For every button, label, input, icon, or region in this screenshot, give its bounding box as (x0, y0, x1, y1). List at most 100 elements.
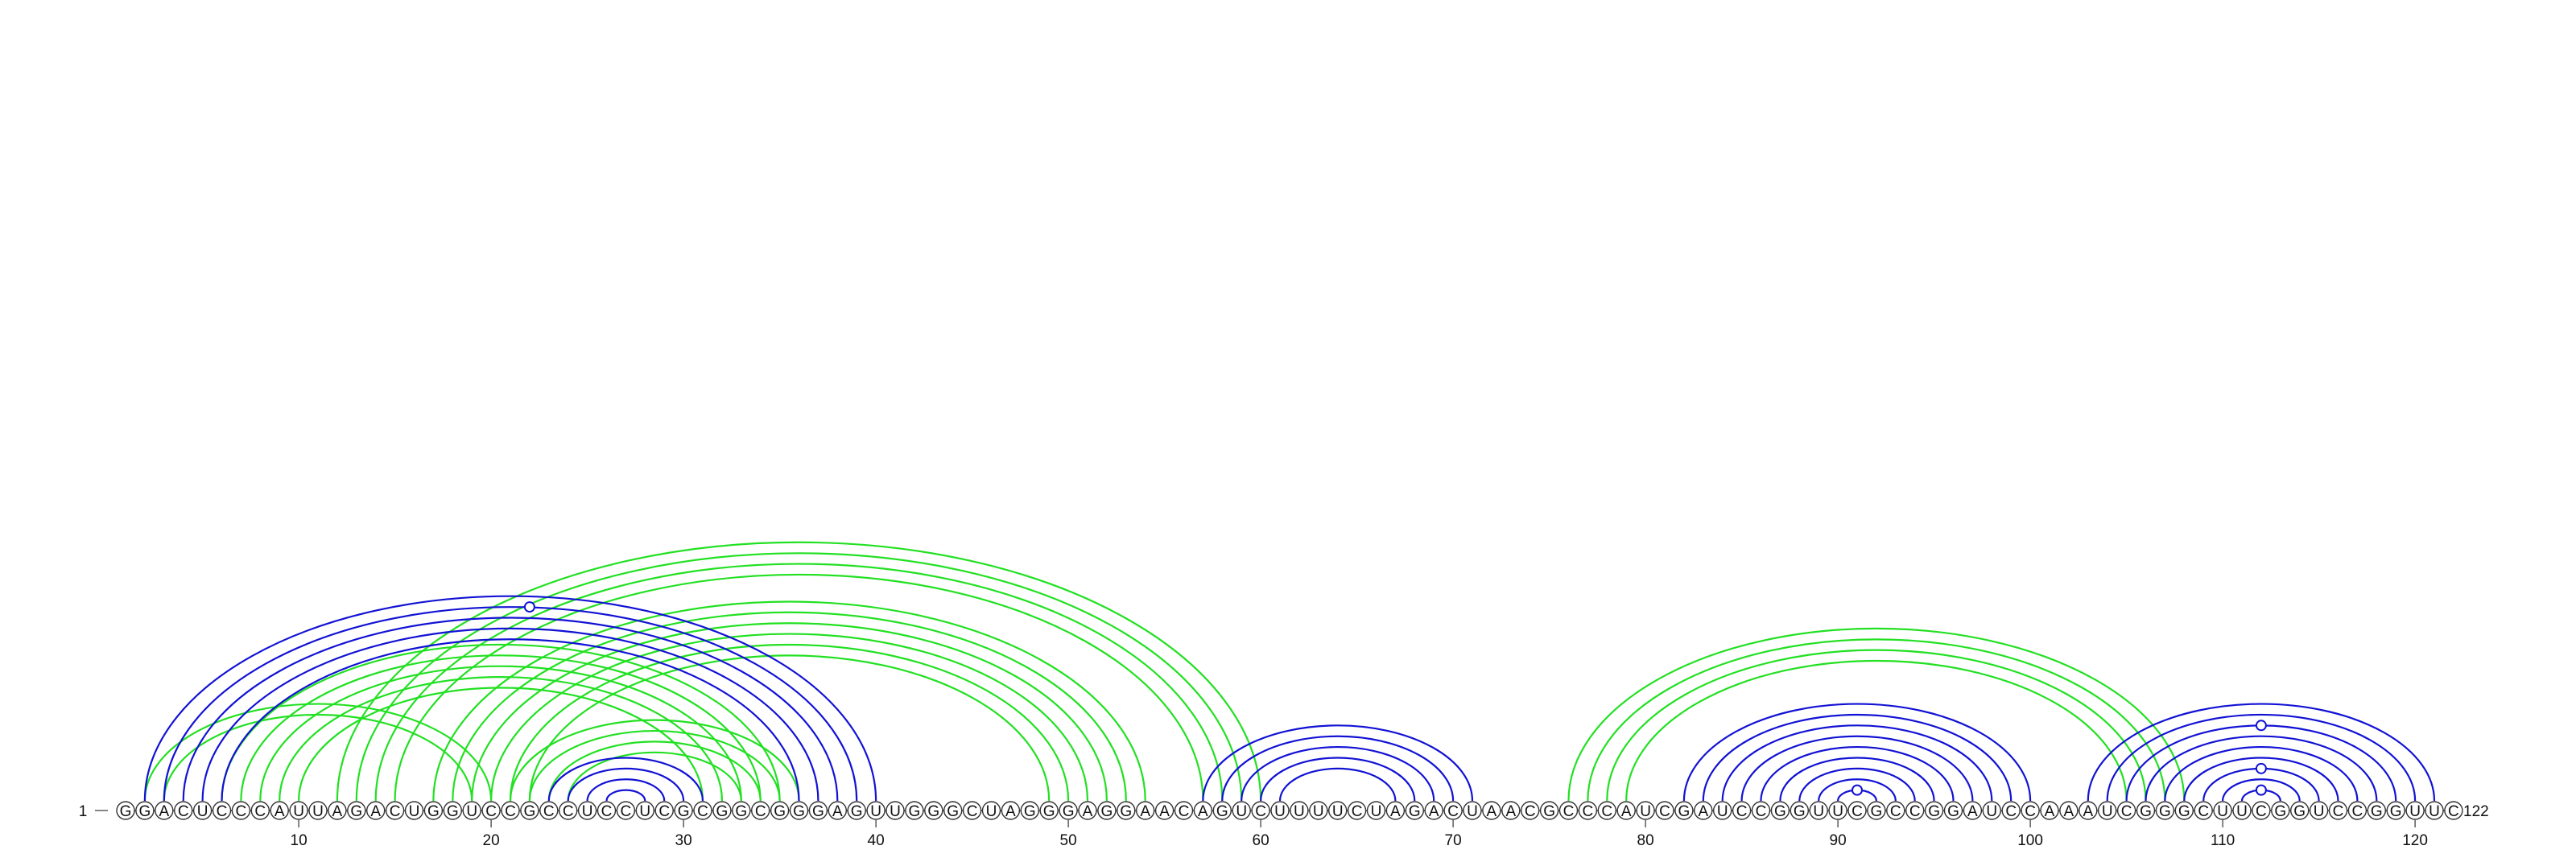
position-axis: 10 20 30 40 50 60 70 80 90 100 110 120 (291, 820, 2428, 849)
nucleotide: G (2367, 801, 2387, 820)
nucleotide-letter: A (1159, 803, 1170, 820)
green-pair-arc-2-20 (143, 703, 493, 802)
nucleotide-circle (1655, 801, 1674, 820)
nucleotide-letter: A (1005, 803, 1016, 820)
blue-pair-arc-103-121 (2087, 703, 2436, 802)
nucleotide-circle (116, 801, 135, 820)
nucleotide: U (1636, 801, 1655, 820)
nucleotide: G (2271, 801, 2290, 820)
nucleotide: C (173, 801, 193, 820)
nucleotide-circle (886, 801, 905, 820)
nucleotide: G (924, 801, 943, 820)
end-label: 122 (2463, 803, 2489, 820)
nucleotide-letter: G (2293, 803, 2306, 820)
nucleotide-letter: U (197, 803, 208, 820)
arc-marker-3 (2255, 784, 2267, 796)
nucleotide-circle (1694, 801, 1713, 820)
blue-pair-arc-88-94 (1798, 767, 1916, 802)
nucleotide-circle (270, 801, 289, 820)
nucleotide-circle (1251, 801, 1270, 820)
nucleotide: G (674, 801, 693, 820)
arc-marker-1 (523, 601, 535, 613)
nucleotide: A (1385, 801, 1406, 820)
nucleotide-circle (597, 801, 617, 820)
nucleotide-letter: A (1487, 803, 1497, 820)
nucleotide-letter: G (812, 803, 824, 820)
nucleotide-circle (905, 801, 924, 820)
arc-marker-2 (1852, 784, 1863, 796)
nucleotide-letter: C (217, 803, 228, 820)
nucleotide-circle (1347, 801, 1367, 820)
nucleotide-letter: A (275, 803, 285, 820)
nucleotide-letter: U (1332, 803, 1344, 820)
nucleotide: G (520, 801, 539, 820)
blue-pair-arc-89-93 (1818, 778, 1897, 802)
nucleotide-circle (828, 801, 848, 820)
nucleotide-circle (1636, 801, 1655, 820)
blue-pair-arc-26-28 (605, 789, 646, 802)
nucleotide-letter: U (1986, 803, 1997, 820)
nucleotide-circle (2271, 801, 2290, 820)
nucleotide-letter: A (832, 803, 843, 820)
nucleotide: C (1655, 801, 1674, 820)
nucleotide-circle (2425, 801, 2444, 820)
nucleotide: C (2021, 801, 2040, 820)
nucleotide-circle (1847, 801, 1867, 820)
nucleotide: C (2252, 801, 2271, 820)
nucleotide-circle (770, 801, 790, 820)
nucleotide-letter: G (851, 803, 863, 820)
nucleotide-letter: G (1043, 803, 1055, 820)
nucleotide-circle (1154, 801, 1174, 820)
nucleotide-circle (501, 801, 520, 820)
nucleotide: G (2289, 801, 2310, 820)
nucleotide: C (2444, 801, 2463, 820)
nucleotide-circle (1790, 801, 1810, 820)
nucleotide-circle (250, 801, 270, 820)
nucleotide: C (2116, 801, 2136, 820)
tick-label-70: 70 (1445, 832, 1462, 849)
nucleotide-circle (635, 801, 654, 820)
nucleotide-letter: A (1967, 803, 1978, 820)
nucleotide: C (1251, 801, 1270, 820)
nucleotide: G (943, 801, 963, 820)
green-pair-arc-8-33 (259, 665, 742, 802)
nucleotide-circle (981, 801, 1001, 820)
tick-label-120: 120 (2402, 832, 2428, 849)
nucleotide-circle (2252, 801, 2271, 820)
nucleotide-circle (2444, 801, 2463, 820)
green-pair-arc-77-107 (1587, 638, 2166, 802)
nucleotide: C (962, 801, 982, 820)
nucleotide: G (770, 801, 790, 820)
nucleotide: U (404, 801, 424, 820)
nucleotide-circle (2232, 801, 2252, 820)
nucleotide-circle (1443, 801, 1463, 820)
nucleotide-circle (1943, 801, 1963, 820)
nucleotide: G (135, 801, 155, 820)
nucleotide-circle (423, 801, 444, 820)
nucleotide-letter: U (2429, 803, 2440, 820)
nucleotide: A (1001, 801, 1021, 820)
nucleotide-circle (2194, 801, 2213, 820)
nucleotide: C (1520, 801, 1540, 820)
nucleotide-circle (751, 801, 770, 820)
nucleotide: G (2155, 801, 2175, 820)
nucleotide: G (1539, 801, 1559, 820)
green-pair-arc-10-31 (298, 687, 704, 802)
nucleotide: G (443, 801, 462, 820)
nucleotide-circle (2021, 801, 2040, 820)
nucleotide-letter: U (582, 803, 593, 820)
nucleotide-circle (1558, 801, 1579, 820)
nucleotide-circle (231, 801, 251, 820)
nucleotide: C (481, 801, 501, 820)
tick-label-30: 30 (675, 832, 692, 849)
green-pair-arc-17-54 (432, 600, 1146, 802)
nucleotide: U (1290, 801, 1309, 820)
nucleotide: G (1790, 801, 1810, 820)
nucleotide-letter: U (2217, 803, 2228, 820)
nucleotide: G (712, 801, 732, 820)
nucleotide-letter: U (1236, 803, 1247, 820)
nucleotide-letter: G (678, 803, 690, 820)
nucleotide-letter: U (293, 803, 304, 820)
nucleotide: C (1886, 801, 1905, 820)
